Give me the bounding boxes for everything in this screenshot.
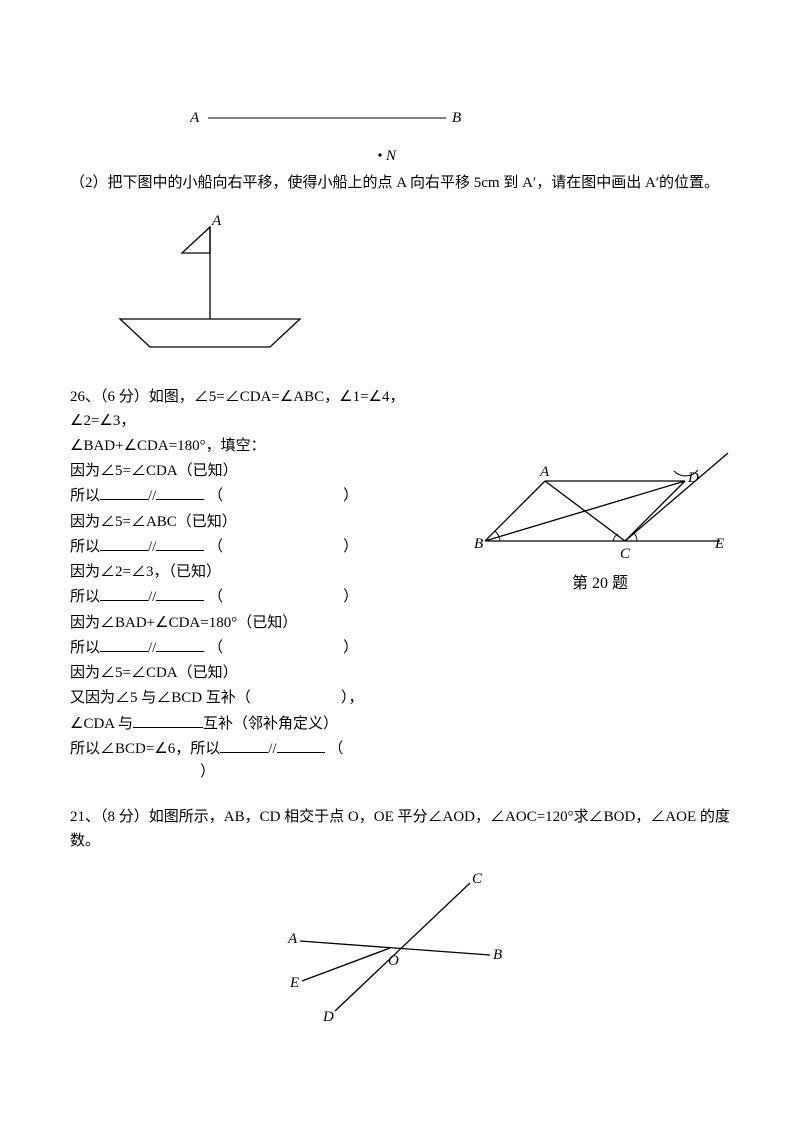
q26-l1: ∠BAD+∠CDA=180°，填空：: [70, 435, 440, 458]
q26-header: 26、（6 分）如图，∠5=∠CDA=∠ABC，∠1=∠4，∠2=∠3，: [70, 386, 440, 433]
q26-l12: ∠CDA 与互补（邻补角定义）: [70, 713, 440, 736]
q21-A: A: [287, 931, 298, 947]
q26-l13: 所以∠BCD=∠6，所以// （）: [70, 738, 440, 785]
q26-figure: A D B C E 第 20 题: [470, 446, 730, 597]
q26-D: D: [687, 470, 699, 486]
q26-E: E: [714, 536, 724, 552]
q26-B: B: [474, 536, 483, 552]
line-ab-svg: A B N: [190, 100, 510, 170]
label-n: N: [385, 148, 397, 164]
q21-O: O: [388, 953, 399, 969]
q21-D: D: [322, 1009, 334, 1023]
q26-block: 26、（6 分）如图，∠5=∠CDA=∠ABC，∠1=∠4，∠2=∠3， ∠BA…: [70, 386, 730, 784]
q26-l8: 因为∠BAD+∠CDA=180°（已知）: [70, 612, 440, 635]
q26-A: A: [539, 464, 550, 480]
q21-figure: A B C D E O: [240, 863, 730, 1023]
figure-line-ab: A B N: [190, 100, 730, 170]
q21-B: B: [493, 947, 502, 963]
q26-l11: 又因为∠5 与∠BCD 互补（），: [70, 687, 440, 710]
boat-label-a: A: [211, 213, 222, 229]
boat-svg: A: [110, 209, 330, 354]
q26-svg: A D B C E: [470, 446, 730, 566]
q26-l2: 因为∠5=∠CDA（已知）: [70, 460, 440, 483]
q26-caption: 第 20 题: [470, 572, 730, 597]
q26-l6: 因为∠2=∠3，（已知）: [70, 561, 440, 584]
q21-E: E: [289, 975, 299, 991]
label-a: A: [190, 110, 200, 126]
q2-text: （2）把下图中的小船向右平移，使得小船上的点 A 向右平移 5cm 到 A′，请…: [70, 172, 730, 195]
q26-C: C: [620, 546, 631, 562]
q26-l9: 所以// （）: [70, 637, 440, 660]
q21-text: 21、（8 分）如图所示，AB，CD 相交于点 O，OE 平分∠AOD，∠AOC…: [70, 806, 730, 853]
label-b: B: [452, 110, 461, 126]
q21-C: C: [472, 871, 483, 887]
figure-boat: A: [110, 209, 730, 354]
q26-l3: 所以// （）: [70, 485, 440, 508]
q21-svg: A B C D E O: [240, 863, 540, 1023]
q26-l10: 因为∠5=∠CDA（已知）: [70, 662, 440, 685]
q26-l4: 因为∠5=∠ABC（已知）: [70, 511, 440, 534]
q26-l7: 所以// （）: [70, 586, 440, 609]
q26-l5: 所以// （）: [70, 536, 440, 559]
